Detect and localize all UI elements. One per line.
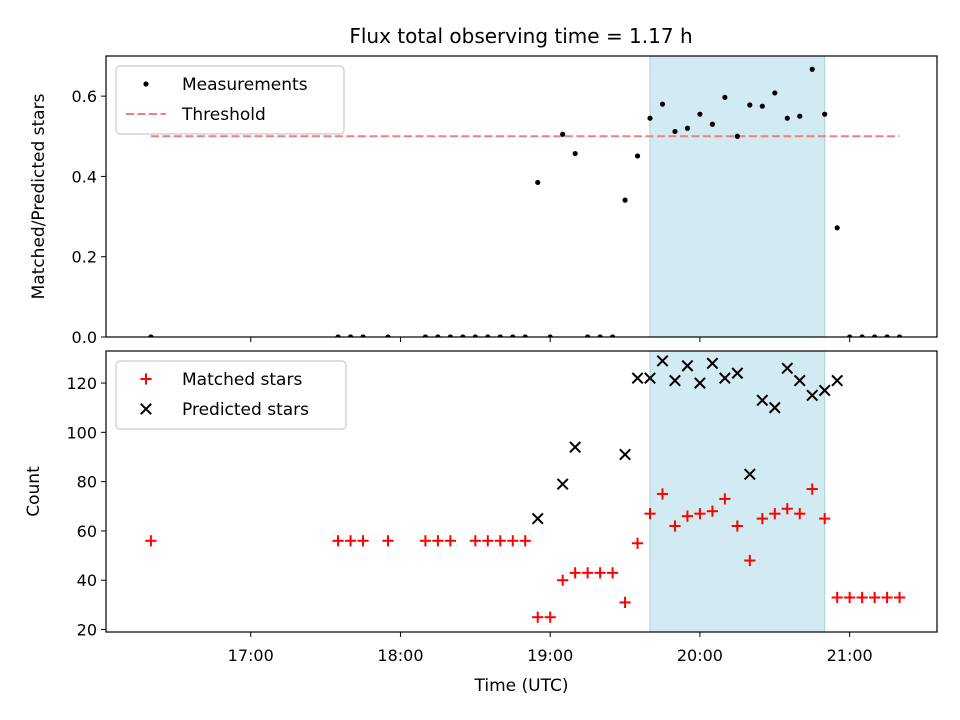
chart-title: Flux total observing time = 1.17 h <box>349 24 692 48</box>
y-tick-label: 0.4 <box>72 167 97 186</box>
y-axis-label: Matched/Predicted stars <box>29 93 49 299</box>
matched-stars-point <box>607 567 618 578</box>
measurements-point <box>560 132 565 137</box>
measurements-point <box>772 90 777 95</box>
matched-stars-point <box>570 567 581 578</box>
predicted-stars-point <box>620 449 630 459</box>
measurements-point <box>622 198 627 203</box>
matched-stars-point <box>869 592 880 603</box>
matched-stars-point <box>832 592 843 603</box>
y-axis-label: Count <box>24 466 44 517</box>
measurements-point <box>672 129 677 134</box>
measurements-point <box>710 122 715 127</box>
x-tick-label: 18:00 <box>377 646 423 665</box>
y-tick-label: 0.0 <box>72 328 97 347</box>
matched-stars-point <box>470 535 481 546</box>
y-tick-label: 0.2 <box>72 248 97 267</box>
x-tick-label: 20:00 <box>677 646 723 665</box>
matched-stars-point <box>145 535 156 546</box>
matched-stars-point <box>582 567 593 578</box>
ratio-panel: 0.0 0.2 0.4 0.6 Matched/Predicted stars Measu… <box>29 56 937 347</box>
legend-label: Measurements <box>182 75 308 95</box>
matched-stars-point <box>432 535 443 546</box>
x-tick-label: 17:00 <box>228 646 274 665</box>
x-tick-label: 19:00 <box>527 646 573 665</box>
measurements-point <box>810 67 815 72</box>
legend-label: Predicted stars <box>182 400 309 420</box>
measurements-point <box>747 102 752 107</box>
observing-window-span <box>650 56 825 337</box>
measurements-point <box>722 95 727 100</box>
measurements-point <box>735 134 740 139</box>
measurements-point <box>685 126 690 131</box>
matched-stars-point <box>345 535 356 546</box>
measurements-point <box>835 225 840 230</box>
matched-stars-point <box>532 612 543 623</box>
matched-stars-point <box>545 612 556 623</box>
observing-window-span <box>650 351 825 632</box>
matched-stars-point <box>482 535 493 546</box>
matched-stars-point <box>632 538 643 549</box>
measurements-point <box>785 116 790 121</box>
matched-stars-point <box>445 535 456 546</box>
measurements-point <box>635 153 640 158</box>
predicted-stars-point <box>632 373 642 383</box>
matched-stars-point <box>495 535 506 546</box>
matched-stars-point <box>382 535 393 546</box>
measurements-point <box>760 104 765 109</box>
matched-stars-point <box>844 592 855 603</box>
measurements-point <box>660 102 665 107</box>
matched-stars-point <box>619 597 630 608</box>
matched-stars-point <box>881 592 892 603</box>
measurements-point <box>647 116 652 121</box>
predicted-stars-point <box>557 479 567 489</box>
measurements-point <box>573 151 578 156</box>
matched-stars-point <box>557 575 568 586</box>
legend: Measurements Threshold <box>116 66 344 134</box>
y-tick-label: 120 <box>66 374 97 393</box>
legend-dot-swatch <box>143 81 148 86</box>
matched-stars-point <box>357 535 368 546</box>
measurements-point <box>535 180 540 185</box>
x-axis-label: Time (UTC) <box>474 676 569 696</box>
y-tick-label: 0.6 <box>72 87 97 106</box>
figure: Flux total observing time = 1.17 h 0.00.… <box>0 0 960 720</box>
predicted-stars-point <box>832 375 842 385</box>
y-tick-label: 80 <box>77 473 97 492</box>
count-panel: 20 40 60 80 100 120 17:00 18:00 19:00 20:00 21:00 C… <box>24 351 937 696</box>
y-tick-label: 60 <box>77 522 97 541</box>
matched-stars-point <box>420 535 431 546</box>
legend: Matched stars Predicted stars <box>116 361 346 429</box>
matched-stars-point <box>857 592 868 603</box>
legend-label: Matched stars <box>182 370 302 390</box>
measurements-point <box>697 112 702 117</box>
measurements-point <box>797 114 802 119</box>
measurements-point <box>822 112 827 117</box>
matched-stars-point <box>520 535 531 546</box>
matched-stars-point <box>894 592 905 603</box>
matched-stars-point <box>595 567 606 578</box>
predicted-stars-point <box>533 513 543 523</box>
x-tick-label: 21:00 <box>827 646 873 665</box>
y-tick-label: 40 <box>77 571 97 590</box>
matched-stars-point <box>332 535 343 546</box>
y-tick-label: 100 <box>66 423 97 442</box>
predicted-stars-point <box>570 442 580 452</box>
y-tick-label: 20 <box>77 621 97 640</box>
matched-stars-point <box>507 535 518 546</box>
legend-label: Threshold <box>181 105 266 125</box>
